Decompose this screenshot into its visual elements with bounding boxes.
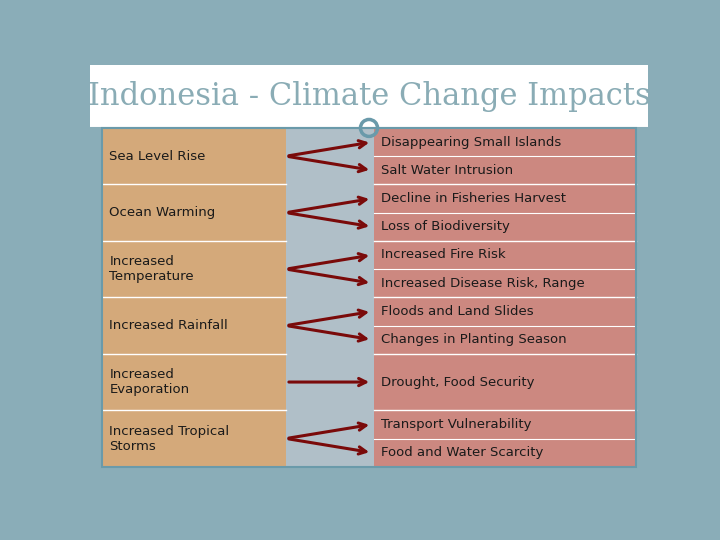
Text: Drought, Food Security: Drought, Food Security	[381, 375, 534, 389]
Text: Changes in Planting Season: Changes in Planting Season	[381, 333, 566, 346]
Text: Increased
Evaporation: Increased Evaporation	[109, 368, 189, 396]
Text: Sea Level Rise: Sea Level Rise	[109, 150, 206, 163]
Text: Increased Rainfall: Increased Rainfall	[109, 319, 228, 332]
Bar	[374, 128, 636, 467]
Bar	[90, 65, 648, 128]
Text: Food and Water Scarcity: Food and Water Scarcity	[381, 446, 543, 459]
Text: Increased Disease Risk, Range: Increased Disease Risk, Range	[381, 276, 585, 290]
Text: Transport Vulnerability: Transport Vulnerability	[381, 418, 531, 431]
Text: Floods and Land Slides: Floods and Land Slides	[381, 305, 534, 318]
Bar	[102, 128, 636, 467]
Text: Ocean Warming: Ocean Warming	[109, 206, 215, 219]
Text: Increased Tropical
Storms: Increased Tropical Storms	[109, 424, 230, 453]
Text: Disappearing Small Islands: Disappearing Small Islands	[381, 136, 561, 148]
Text: Increased
Temperature: Increased Temperature	[109, 255, 194, 283]
Bar	[102, 128, 286, 467]
Bar	[286, 128, 374, 467]
Text: Increased Fire Risk: Increased Fire Risk	[381, 248, 505, 261]
Text: Loss of Biodiversity: Loss of Biodiversity	[381, 220, 510, 233]
Text: Decline in Fisheries Harvest: Decline in Fisheries Harvest	[381, 192, 565, 205]
Text: Indonesia - Climate Change Impacts: Indonesia - Climate Change Impacts	[88, 81, 650, 112]
Text: Salt Water Intrusion: Salt Water Intrusion	[381, 164, 513, 177]
